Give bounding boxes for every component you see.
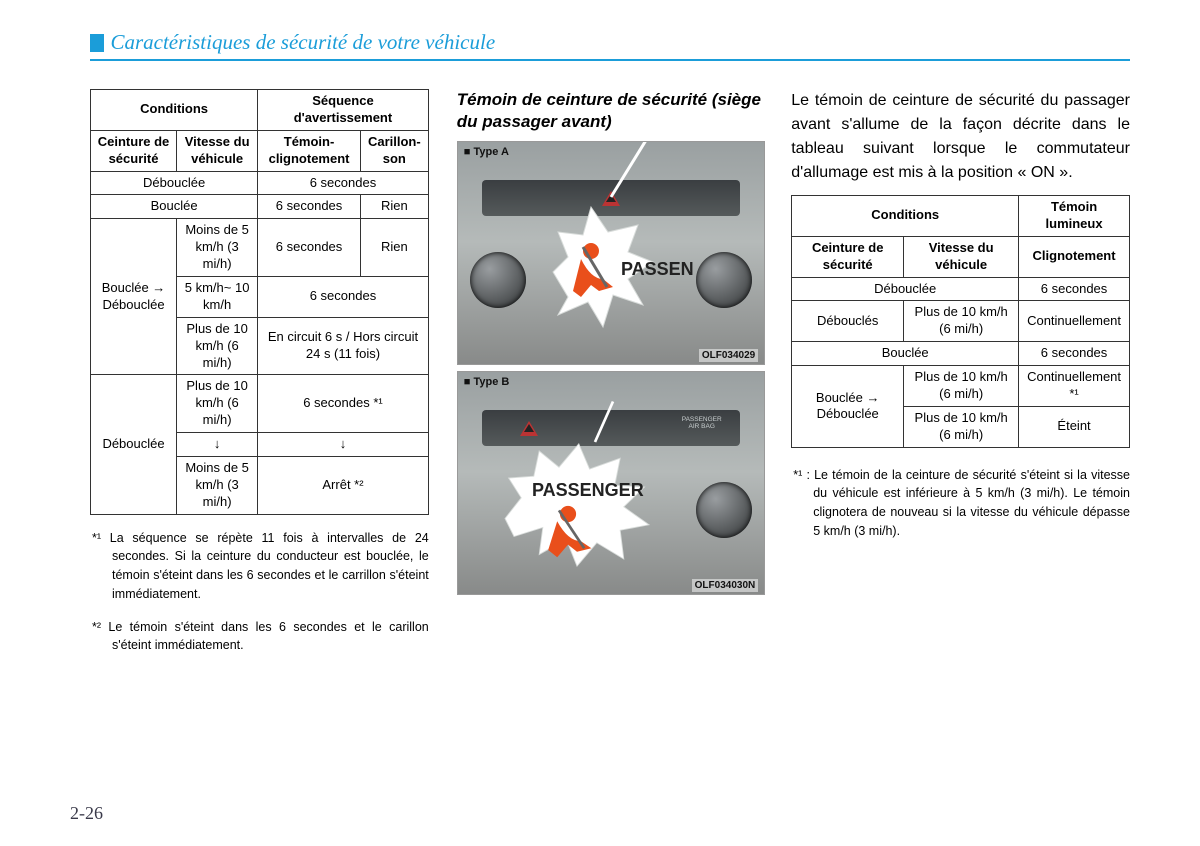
table-cell: 6 secondes (1019, 277, 1130, 301)
starburst-callout: PASSENGER (496, 430, 676, 580)
table-cell: 6 secondes *¹ (258, 375, 429, 433)
th-light: Témoin-clignotement (258, 130, 361, 171)
page-header: Caractéristiques de sécurité de votre vé… (90, 30, 1130, 61)
table-cell: En circuit 6 s / Hors circuit 24 s (11 f… (258, 317, 429, 375)
hazard-icon (520, 421, 538, 436)
table-cell: Continuellement *¹ (1019, 366, 1130, 407)
table-cell: ↓ (177, 433, 258, 457)
table-cell: 6 secondes (258, 219, 361, 277)
body-paragraph: Le témoin de ceinture de sécurité du pas… (791, 89, 1130, 185)
page-number: 2-26 (70, 803, 103, 824)
indicator-table: Conditions Témoin lumineux Ceinture de s… (791, 195, 1130, 448)
photo-label-a: ■ Type A (464, 146, 509, 158)
table-cell: ↓ (258, 433, 429, 457)
table-cell: Débouclée (91, 171, 258, 195)
airbag-label-top: PASSENGER (682, 416, 722, 423)
photo-code-b: OLF034030N (692, 579, 759, 592)
table-cell: Plus de 10 km/h (6 mi/h) (177, 317, 258, 375)
footnote-1: *¹ La séquence se répète 11 fois à inter… (90, 529, 429, 604)
table-cell: Débouclée (792, 277, 1019, 301)
table-cell: Plus de 10 km/h (6 mi/h) (904, 301, 1019, 342)
header-tab (90, 34, 104, 52)
table-cell: Moins de 5 km/h (3 mi/h) (177, 457, 258, 515)
airbag-label: PASSENGER AIR BAG (682, 416, 722, 430)
dashboard-strip: PASSENGER AIR BAG (482, 410, 739, 446)
th-blink: Clignotement (1019, 236, 1130, 277)
th-light: Témoin lumineux (1019, 196, 1130, 237)
photo-type-b: ■ Type B PASSENGER AIR BAG (457, 371, 765, 595)
svg-text:PASSEN: PASSEN (621, 259, 694, 279)
table-cell: Arrêt *² (258, 457, 429, 515)
table-cell: Éteint (1019, 406, 1130, 447)
table-cell: Plus de 10 km/h (6 mi/h) (177, 375, 258, 433)
footnote-right: *¹ : Le témoin de la ceinture de sécurit… (791, 466, 1130, 541)
table-cell: 6 secondes (1019, 342, 1130, 366)
photo-type-a: ■ Type A PASSEN (457, 141, 765, 365)
th-chime: Carillon-son (360, 130, 428, 171)
th-belt: Ceinture de sécurité (91, 130, 177, 171)
table-cell: Bouclée (792, 342, 1019, 366)
svg-text:PASSENGER: PASSENGER (532, 480, 644, 500)
hazard-icon (602, 191, 620, 206)
table-cell: Débouclés (792, 301, 904, 342)
table-cell: Plus de 10 km/h (6 mi/h) (904, 366, 1019, 407)
th-speed: Vitesse du véhicule (904, 236, 1019, 277)
warning-sequence-table: Conditions Séquence d'avertissement Cein… (90, 89, 429, 515)
table-cell: 6 secondes (258, 277, 429, 318)
table-cell: Bouclée (91, 195, 258, 219)
section-title: Caractéristiques de sécurité de votre vé… (110, 30, 495, 54)
header-underline (90, 59, 1130, 61)
knob-icon (696, 252, 752, 308)
table-cell: Continuellement (1019, 301, 1130, 342)
table-cell: Débouclée (91, 375, 177, 514)
table-cell: Bouclée → Débouclée (91, 219, 177, 375)
table-cell: 6 secondes (258, 171, 429, 195)
th-conditions: Conditions (91, 90, 258, 131)
table-cell: Rien (360, 219, 428, 277)
footnote-2: *² Le témoin s'éteint dans les 6 seconde… (90, 618, 429, 656)
table-cell: Plus de 10 km/h (6 mi/h) (904, 406, 1019, 447)
photo-label-b: ■ Type B (464, 376, 510, 388)
dashboard-strip (482, 180, 739, 216)
knob-icon (696, 482, 752, 538)
photo-code-a: OLF034029 (699, 349, 758, 362)
th-belt: Ceinture de sécurité (792, 236, 904, 277)
subsection-title: Témoin de ceinture de sécurité (siège du… (457, 89, 763, 133)
table-cell: Bouclée → Débouclée (792, 366, 904, 448)
table-cell: Moins de 5 km/h (3 mi/h) (177, 219, 258, 277)
th-speed: Vitesse du véhicule (177, 130, 258, 171)
table-cell: Rien (360, 195, 428, 219)
table-cell: 6 secondes (258, 195, 361, 219)
th-sequence: Séquence d'avertissement (258, 90, 429, 131)
knob-icon (470, 252, 526, 308)
th-conditions: Conditions (792, 196, 1019, 237)
table-cell: 5 km/h~ 10 km/h (177, 277, 258, 318)
airbag-label-bottom: AIR BAG (682, 423, 722, 430)
